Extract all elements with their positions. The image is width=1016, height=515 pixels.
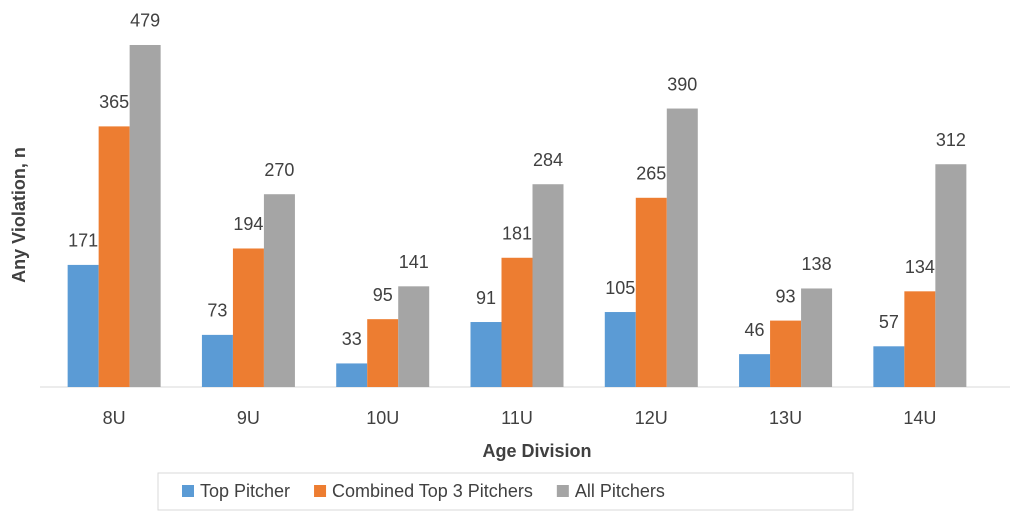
bar bbox=[263, 194, 295, 387]
x-tick-label: 8U bbox=[103, 408, 126, 428]
data-label: 73 bbox=[207, 301, 227, 321]
y-axis-label: Any Violation, n bbox=[9, 147, 29, 283]
data-label: 134 bbox=[905, 257, 935, 277]
legend-box bbox=[157, 472, 854, 511]
x-tick-label: 10U bbox=[366, 408, 399, 428]
data-label: 171 bbox=[68, 231, 98, 251]
data-label: 33 bbox=[342, 329, 362, 349]
legend-label: All Pitchers bbox=[575, 481, 665, 501]
data-label: 479 bbox=[130, 11, 160, 31]
data-label: 141 bbox=[399, 252, 429, 272]
data-label: 46 bbox=[745, 320, 765, 340]
data-label: 194 bbox=[233, 214, 263, 234]
bar bbox=[336, 363, 368, 387]
bar bbox=[739, 354, 771, 387]
bar bbox=[604, 312, 636, 387]
x-tick-label: 13U bbox=[769, 408, 802, 428]
x-tick-label: 14U bbox=[903, 408, 936, 428]
bar bbox=[470, 322, 502, 387]
data-label: 270 bbox=[264, 160, 294, 180]
x-tick-label: 12U bbox=[635, 408, 668, 428]
bar bbox=[935, 164, 967, 387]
x-tick-label: 9U bbox=[237, 408, 260, 428]
legend-swatch bbox=[556, 485, 569, 497]
legend-swatch bbox=[314, 485, 327, 497]
data-label: 91 bbox=[476, 288, 496, 308]
bar bbox=[904, 291, 936, 387]
legend-label: Top Pitcher bbox=[200, 481, 290, 501]
data-label: 365 bbox=[99, 92, 129, 112]
legend-label: Combined Top 3 Pitchers bbox=[332, 481, 533, 501]
bar bbox=[98, 126, 130, 387]
bar bbox=[67, 264, 99, 387]
data-label: 390 bbox=[667, 74, 697, 94]
bar bbox=[129, 44, 161, 388]
bar bbox=[201, 334, 233, 387]
bar bbox=[666, 108, 698, 387]
data-label: 284 bbox=[533, 150, 563, 170]
bar bbox=[398, 286, 430, 387]
x-axis-label: Age Division bbox=[482, 441, 591, 461]
data-label: 93 bbox=[776, 286, 796, 306]
bar bbox=[367, 319, 399, 387]
bar bbox=[232, 248, 264, 387]
data-label: 105 bbox=[605, 278, 635, 298]
bar bbox=[635, 197, 667, 387]
bar bbox=[501, 257, 533, 387]
data-label: 181 bbox=[502, 224, 532, 244]
bar bbox=[873, 346, 905, 387]
x-tick-label: 11U bbox=[501, 408, 533, 428]
data-label: 57 bbox=[879, 312, 899, 332]
bar bbox=[532, 184, 564, 387]
bar bbox=[770, 320, 802, 387]
data-label: 95 bbox=[373, 285, 393, 305]
legend-swatch bbox=[182, 485, 194, 497]
bar bbox=[801, 288, 833, 387]
data-label: 312 bbox=[936, 130, 966, 150]
data-label: 138 bbox=[802, 254, 832, 274]
data-label: 265 bbox=[636, 164, 666, 184]
